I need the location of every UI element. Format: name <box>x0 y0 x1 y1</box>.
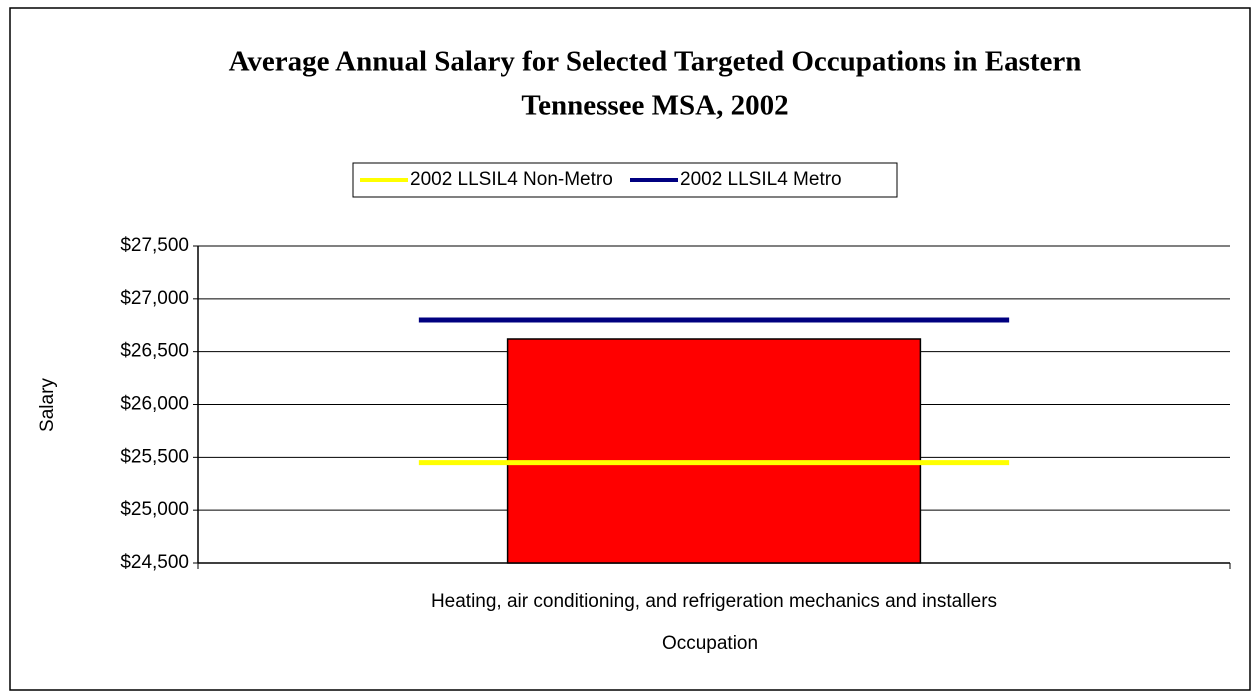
y-axis-label: Salary <box>37 378 58 432</box>
x-tick-label: Heating, air conditioning, and refrigera… <box>431 591 997 612</box>
y-tick-label: $26,000 <box>120 394 189 415</box>
chart-title: Tennessee MSA, 2002 <box>521 90 788 122</box>
y-tick-label: $25,000 <box>120 499 189 520</box>
y-tick-label: $24,500 <box>120 552 189 573</box>
legend-box <box>352 162 898 198</box>
x-axis-label: Occupation <box>662 633 758 654</box>
legend-label: 2002 LLSIL4 Metro <box>680 169 842 190</box>
legend-label: 2002 LLSIL4 Non-Metro <box>410 169 613 190</box>
y-tick-label: $27,000 <box>120 288 189 309</box>
bar <box>506 338 922 564</box>
y-tick-label: $27,500 <box>120 235 189 256</box>
y-tick-label: $25,500 <box>120 446 189 467</box>
y-tick-label: $26,500 <box>120 341 189 362</box>
chart-title: Average Annual Salary for Selected Targe… <box>229 46 1082 78</box>
